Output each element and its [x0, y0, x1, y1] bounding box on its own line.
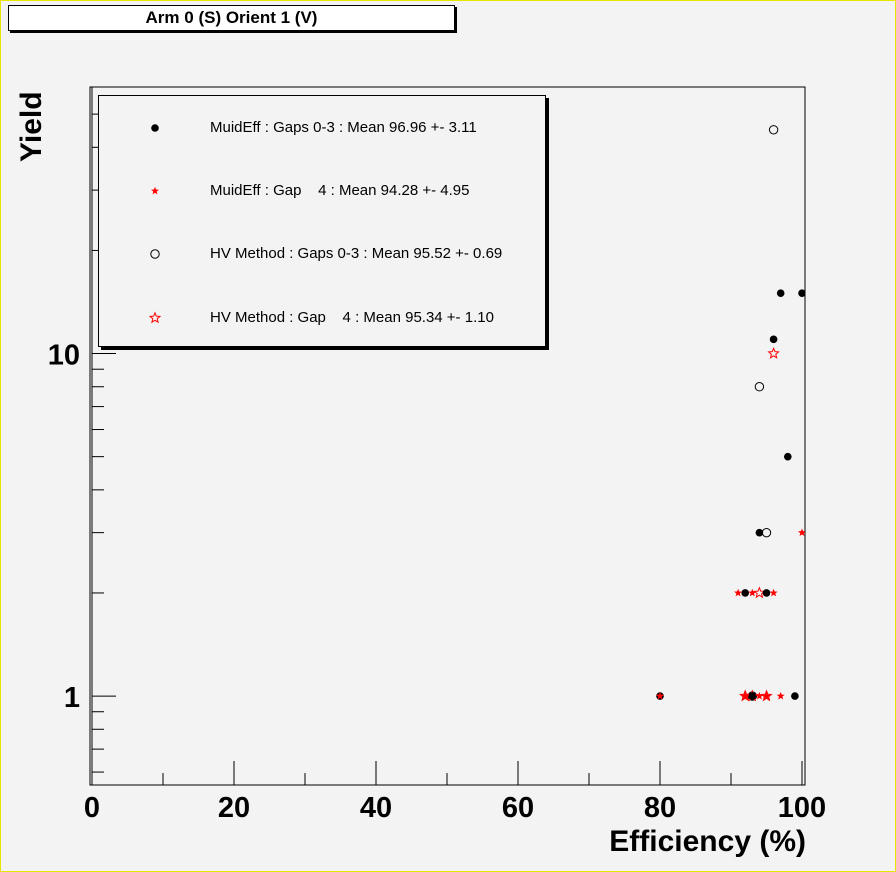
legend-entry: HV Method : Gap 4 : Mean 95.34 +- 1.10 [99, 303, 545, 333]
data-point [798, 528, 805, 537]
y-tick-label: 10 [48, 340, 80, 372]
legend-label: HV Method : Gap 4 : Mean 95.34 +- 1.10 [210, 309, 494, 326]
data-point [656, 691, 664, 700]
data-point [741, 589, 749, 597]
legend: MuidEff : Gaps 0-3 : Mean 96.96 +- 3.11 M… [98, 95, 546, 347]
legend-marker-shape [150, 249, 160, 259]
axes: 0 20 40 60 80 100 1 10 [48, 86, 826, 824]
legend-marker-shape [148, 311, 162, 324]
y-axis-label: Yield [15, 91, 48, 162]
legend-entry: MuidEff : Gaps 0-3 : Mean 96.96 +- 3.11 [99, 113, 545, 143]
y-tick-label: 1 [64, 682, 80, 714]
data-point [784, 452, 792, 461]
x-tick-label: 0 [84, 792, 100, 824]
data-point [748, 692, 757, 700]
legend-label: HV Method : Gaps 0-3 : Mean 95.52 +- 0.6… [210, 245, 503, 262]
data-point [760, 689, 773, 702]
x-tick-label: 100 [778, 792, 826, 824]
x-tick-label: 40 [360, 792, 392, 824]
data-points [656, 125, 805, 702]
data-point [755, 691, 764, 700]
x-tick-label: 60 [502, 792, 534, 824]
legend-marker [151, 124, 159, 132]
data-point [768, 125, 779, 135]
data-point [791, 692, 799, 700]
data-point [734, 588, 743, 597]
data-point [767, 347, 780, 359]
data-point [762, 691, 771, 700]
data-point [769, 588, 778, 597]
legend-label: MuidEff : Gaps 0-3 : Mean 96.96 +- 3.11 [210, 119, 477, 136]
data-point [769, 335, 778, 344]
chart-title: Arm 0 (S) Orient 1 (V) [8, 5, 455, 31]
data-point [748, 588, 757, 597]
x-tick-label: 20 [218, 792, 250, 824]
data-point [754, 382, 765, 392]
legend-label: MuidEff : Gap 4 : Mean 94.28 +- 4.95 [210, 182, 470, 199]
legend-marker [150, 249, 160, 259]
data-point [776, 691, 785, 700]
data-point [776, 289, 785, 298]
legend-marker [151, 186, 159, 195]
data-point [755, 528, 764, 537]
x-axis-label: Efficiency (%) [609, 825, 806, 858]
x-tick-label: 80 [644, 792, 676, 824]
legend-marker [148, 311, 162, 324]
legend-marker-shape [151, 124, 159, 132]
legend-entry: MuidEff : Gap 4 : Mean 94.28 +- 4.95 [99, 176, 545, 206]
data-point [741, 691, 750, 700]
legend-marker-shape [151, 186, 159, 195]
data-point [798, 289, 805, 298]
data-point [762, 589, 771, 597]
legend-entry: HV Method : Gaps 0-3 : Mean 95.52 +- 0.6… [99, 239, 545, 269]
